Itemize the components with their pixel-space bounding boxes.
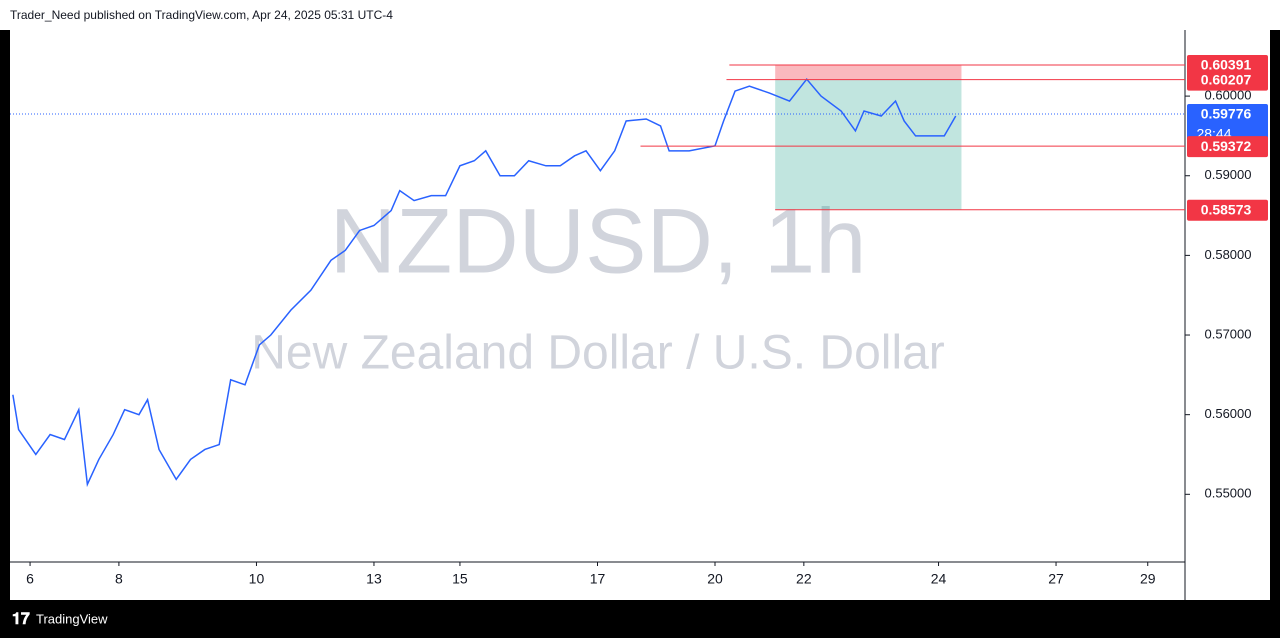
x-tick-label: 6 [26, 571, 34, 587]
x-tick-label: 17 [590, 571, 606, 587]
stop-zone [775, 64, 962, 80]
x-tick-label: 10 [249, 571, 265, 587]
x-tick-label: 20 [707, 571, 723, 587]
x-tick-label: 27 [1048, 571, 1064, 587]
x-tick-label: 24 [931, 571, 947, 587]
price-tag [1187, 136, 1268, 158]
y-tick-label: 0.57000 [1205, 326, 1252, 341]
price-tag [1187, 103, 1268, 146]
plot: 0.55000 0.56000 0.57000 0.58000 0.59000 0.600… [10, 54, 1268, 587]
logo: 𝟏𝟕 [12, 611, 30, 628]
target-zone [775, 79, 962, 210]
y-tick-label: 0.59000 [1205, 167, 1252, 182]
price-tag-label: 0.60391 [1201, 57, 1252, 73]
x-tick-label: 29 [1140, 571, 1156, 587]
panel [10, 30, 1270, 600]
price-tag-label: 0.59776 [1201, 106, 1252, 122]
y-tick-label: 0.56000 [1205, 406, 1252, 421]
y-tick-label: 0.60000 [1205, 88, 1252, 103]
price-tag-label: 0.60207 [1201, 71, 1252, 87]
watermark-subtitle: New Zealand Dollar / U.S. Dollar [251, 327, 945, 380]
header-text: Trader_Need published on TradingView.com… [10, 8, 393, 22]
y-tick-label: 0.58000 [1205, 247, 1252, 262]
x-tick-label: 15 [452, 571, 468, 587]
header-bar [0, 0, 1280, 30]
x-tick-label: 13 [366, 571, 382, 587]
price-tag [1187, 199, 1268, 221]
watermark-title: NZDUSD, 1h [330, 190, 867, 292]
x-tick-label: 22 [796, 571, 812, 587]
x-tick-label: 8 [115, 571, 123, 587]
footer-brand: TradingView [36, 611, 108, 626]
price-tag [1187, 69, 1268, 91]
y-tick-label: 0.55000 [1205, 486, 1252, 501]
price-tag-label: 0.59372 [1201, 138, 1252, 154]
price-tag-label: 0.58573 [1201, 201, 1252, 217]
